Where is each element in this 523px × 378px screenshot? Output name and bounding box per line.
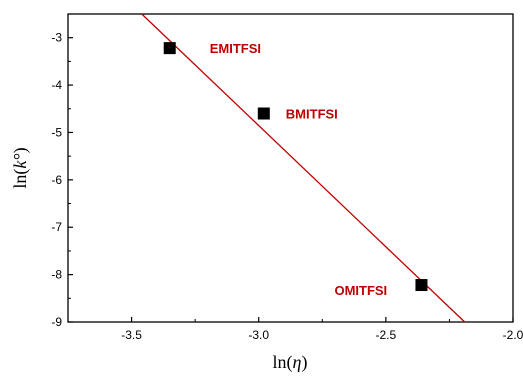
data-point [257, 107, 270, 120]
y-tick-label: -6 [51, 173, 62, 187]
point-label: OMITFSI [334, 283, 387, 298]
x-tick-label: -3.0 [248, 328, 269, 342]
point-label: EMITFSI [210, 41, 261, 56]
x-tick-label: -2.0 [503, 328, 523, 342]
y-axis-label: ln(k°) [10, 147, 31, 188]
y-axis-ticks: -3 -4 -5 -6 -7 -8 -9 [51, 13, 73, 329]
y-tick-label: -9 [51, 315, 62, 329]
x-tick-label: -3.5 [121, 328, 142, 342]
data-points [163, 42, 428, 292]
y-tick-label: -4 [51, 78, 62, 92]
data-point [163, 42, 176, 55]
y-tick-label: -3 [51, 31, 62, 45]
plot-frame [67, 13, 514, 323]
fit-line [141, 13, 466, 323]
y-tick-label: -7 [51, 220, 62, 234]
y-tick-label: -8 [51, 268, 62, 282]
x-axis-ticks: -3.5 -3.0 -2.5 -2.0 [67, 317, 523, 342]
point-labels: EMITFSI BMITFSI OMITFSI [210, 41, 387, 298]
x-axis-label: ln(η) [273, 352, 308, 373]
y-tick-label: -5 [51, 125, 62, 139]
point-label: BMITFSI [286, 107, 338, 122]
plot-area [67, 13, 514, 323]
fit-line-group [141, 13, 466, 323]
x-tick-label: -2.5 [376, 328, 397, 342]
data-point [415, 279, 428, 292]
